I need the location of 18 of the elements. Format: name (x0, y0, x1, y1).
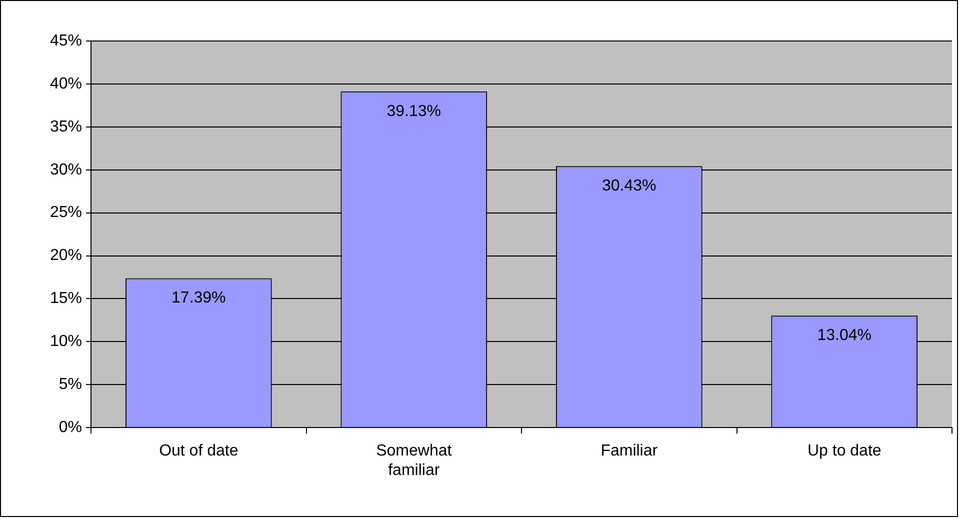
x-tick-label: Familiar (600, 442, 658, 460)
y-tick-label: 30% (50, 161, 82, 178)
x-tick-label: Out of date (159, 442, 238, 460)
y-tick-label: 5% (58, 376, 82, 394)
x-tick-label: Somewhat familiar (376, 442, 452, 479)
y-tick-label: 25% (50, 204, 82, 222)
data-label: 17.39% (172, 290, 226, 307)
y-tick-label: 10% (50, 333, 82, 350)
y-tick-label: 35% (50, 118, 82, 136)
data-label: 13.04% (817, 326, 872, 344)
y-tick-label: 20% (50, 247, 82, 264)
x-tick-label: Up to date (807, 442, 882, 460)
y-tick-label: 40% (50, 75, 82, 92)
data-label: 30.43% (602, 178, 656, 195)
data-label: 39.13% (386, 102, 442, 120)
y-tick-label: 0% (58, 419, 82, 436)
y-tick-label: 15% (50, 290, 82, 308)
y-tick-label: 45% (50, 32, 82, 50)
